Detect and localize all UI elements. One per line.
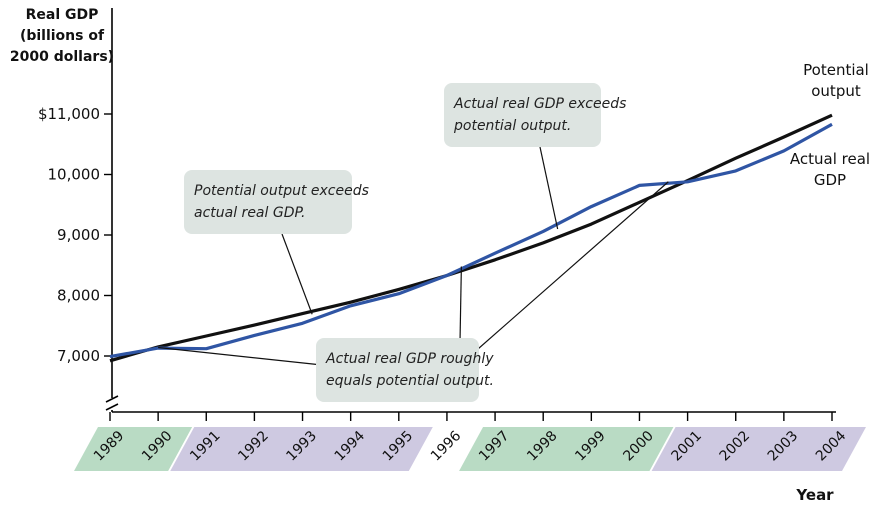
annotation-2-line-1: equals potential output. bbox=[326, 373, 494, 389]
y-axis-label-line-2: 2000 dollars) bbox=[10, 49, 114, 65]
annotations: Actual real GDP exceeds potential output.… bbox=[184, 83, 626, 402]
annotation-2-leader-0 bbox=[158, 346, 323, 366]
annotation-1-line-0: Potential output exceeds bbox=[194, 183, 369, 199]
annotation-0-line-1: potential output. bbox=[453, 118, 571, 134]
x-axis-label: Year bbox=[795, 486, 834, 504]
series-label-1-line-0: Actual real bbox=[790, 150, 870, 168]
year-shaded-bands bbox=[74, 427, 866, 471]
annotation-box-2 bbox=[316, 338, 479, 402]
axis-break-mark-2 bbox=[105, 403, 119, 411]
y-axis-label-line-1: (billions of bbox=[20, 28, 105, 44]
y-axis-label-line-0: Real GDP bbox=[26, 7, 99, 23]
annotation-2-leader-2 bbox=[469, 181, 669, 357]
annotation-1-leader-0 bbox=[281, 233, 313, 315]
series-label-0-line-0: Potential bbox=[803, 61, 869, 79]
potential-output-line bbox=[109, 113, 833, 363]
annotation-leaders bbox=[158, 146, 669, 366]
year-band-0 bbox=[74, 427, 193, 471]
actual-gdp-line bbox=[109, 122, 833, 359]
axis-break-mark-1 bbox=[105, 395, 119, 403]
axes bbox=[104, 8, 836, 421]
year-band-3 bbox=[651, 427, 866, 471]
x-tick-label-1996: 1996 bbox=[428, 428, 465, 465]
y-tick-label-11000: $11,000 bbox=[38, 105, 100, 123]
year-band-2 bbox=[459, 427, 674, 471]
series-label-0-line-1: output bbox=[811, 82, 861, 100]
year-band-1 bbox=[170, 427, 433, 471]
series-lines bbox=[109, 113, 833, 363]
annotation-1-line-1: actual real GDP. bbox=[194, 205, 305, 221]
y-tick-label-8000: 8,000 bbox=[57, 287, 100, 305]
y-tick-label-9000: 9,000 bbox=[57, 226, 100, 244]
annotation-2-line-0: Actual real GDP roughly bbox=[325, 351, 494, 367]
annotation-0-leader-0 bbox=[539, 146, 559, 230]
series-label-1-line-1: GDP bbox=[814, 171, 846, 189]
series-labels: Potential output Actual real GDP bbox=[790, 61, 870, 189]
y-axis-label: Real GDP (billions of 2000 dollars) bbox=[10, 7, 114, 65]
y-tick-label-7000: 7,000 bbox=[57, 347, 100, 365]
annotation-2-leader-1 bbox=[459, 266, 462, 343]
annotation-box-0 bbox=[444, 83, 601, 147]
annotation-box-1 bbox=[184, 170, 352, 234]
annotation-0-line-0: Actual real GDP exceeds bbox=[453, 96, 626, 112]
y-tick-labels: 7,000 8,000 9,000 10,000 $11,000 bbox=[38, 105, 100, 365]
y-tick-label-10000: 10,000 bbox=[48, 166, 101, 184]
